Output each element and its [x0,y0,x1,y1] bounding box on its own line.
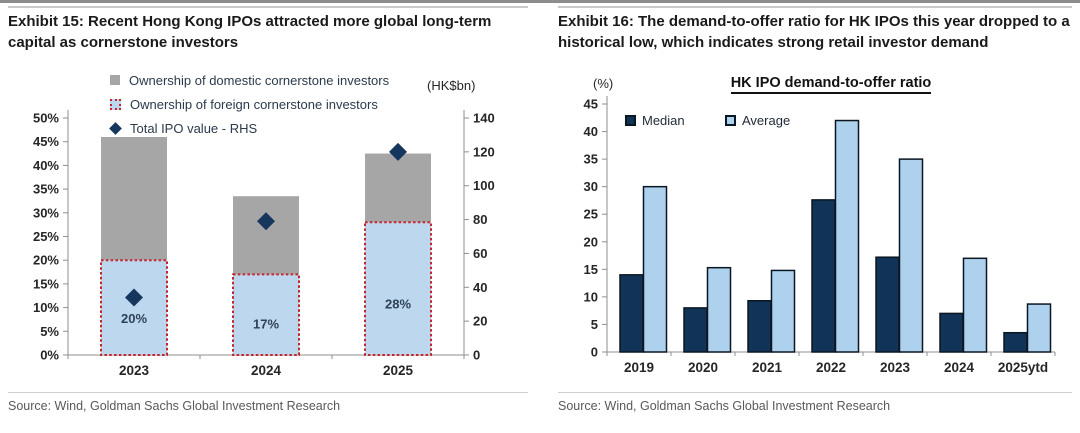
average-bar-2019 [642,185,668,353]
left-tick-label: 35% [33,182,59,197]
median-bar-2019 [619,274,644,353]
foreign-pct-label-2024: 17% [253,316,279,331]
median-bar-2023 [875,256,900,353]
right-tick-label: 120 [473,144,495,159]
source-text: Source: Wind, Goldman Sachs Global Inves… [8,399,341,413]
y-tick-label: 0 [591,345,598,360]
right-tick-label: 20 [473,314,487,329]
panel-rule [558,6,1072,8]
exhibit-15-panel: Exhibit 15: Recent Hong Kong IPOs attrac… [8,6,528,413]
foreign-pct-label-2023: 20% [121,311,147,326]
diamond-icon [109,121,122,135]
exhibit-16-title: Exhibit 16: The demand-to-offer ratio fo… [558,13,1070,51]
category-label-2020: 2020 [688,360,718,375]
y-tick-label: 35 [584,152,598,167]
chart-title: HK IPO demand-to-offer ratio [607,75,1055,94]
demand-to-offer-chart: 45 40 35 30 25 20 15 10 5 0 2019 2020 2021 2022 2023 20… [584,96,1056,375]
left-tick-label: 30% [33,205,59,220]
page-top-rule [0,0,1080,3]
category-label-2025ytd: 2025ytd [998,360,1048,375]
median-bar-2020 [683,307,708,353]
legend-item-foreign: Ownership of foreign cornerstone investo… [110,92,389,116]
average-bar-2024 [962,257,988,353]
left-tick-label: 50% [33,111,59,126]
y-tick-label: 10 [584,289,598,304]
foreign-bar-2023 [100,259,168,356]
median-bar-2025ytd [1003,331,1028,353]
category-label-2024: 2024 [251,363,282,378]
foreign-bar-2024 [232,273,300,356]
category-label-2023: 2023 [119,363,150,378]
y-tick-label: 20 [584,234,598,249]
legend-label: Average [742,113,791,128]
domestic-bar-2023 [101,136,167,261]
left-tick-label: 25% [33,229,59,244]
left-tick-label: 40% [33,158,59,173]
category-label-2024: 2024 [944,360,975,375]
category-label-2025: 2025 [383,363,414,378]
exhibit-15-title: Exhibit 15: Recent Hong Kong IPOs attrac… [8,13,492,51]
panel-rule [8,6,528,8]
average-bar-2022 [834,119,860,353]
cornerstone-chart-legend: Ownership of domestic cornerstone invest… [109,68,389,140]
y-tick-label: 30 [584,179,598,194]
left-tick-label: 10% [33,300,59,315]
left-tick-label: 0% [40,348,59,363]
average-bar-2023 [898,158,924,353]
median-bar-2024 [939,312,964,353]
left-tick-label: 15% [33,276,59,291]
legend-item-total-ipo: Total IPO value - RHS [109,116,389,140]
ipo-value-diamond-2024 [257,212,275,231]
exhibit-16-panel: Exhibit 16: The demand-to-offer ratio fo… [540,0,1080,433]
median-bar-2022 [811,199,836,353]
left-tick-label: 45% [33,134,59,149]
legend-label: Total IPO value - RHS [130,120,258,136]
right-tick-label: 140 [473,111,495,126]
ipo-value-diamond-2025 [389,142,407,161]
y-tick-label: 15 [584,262,598,277]
category-label-2022: 2022 [816,360,846,375]
foreign-bar-2025 [364,221,432,356]
right-tick-label: 80 [473,212,487,227]
source-text: Source: Wind, Goldman Sachs Global Inves… [558,399,891,413]
right-tick-label: 0 [473,348,480,363]
average-bar-2020 [706,266,732,353]
legend-label: Median [642,113,685,128]
cornerstone-ownership-chart: 50% 45% 40% 35% 30% 25% 20% 15% 10% 5% 0% 140 120 100… [33,110,495,378]
lightblue-square-icon [725,115,736,126]
legend-item-domestic: Ownership of domestic cornerstone invest… [110,68,389,92]
domestic-bar-2024 [233,196,299,275]
right-axis-unit-label: (HK$bn) [427,78,476,93]
source-rule [558,392,1072,393]
right-tick-label: 60 [473,246,487,261]
average-bar-2025ytd [1026,303,1052,353]
category-label-2023: 2023 [880,360,911,375]
legend-item-median: Median [625,113,685,128]
legend-label: Ownership of domestic cornerstone invest… [129,72,390,88]
y-tick-label: 45 [584,97,598,112]
left-tick-label: 5% [40,324,59,339]
legend-label: Ownership of foreign cornerstone investo… [130,96,378,112]
category-label-2021: 2021 [752,360,783,375]
y-tick-label: 40 [584,124,598,139]
category-label-2019: 2019 [624,360,654,375]
y-tick-label: 25 [584,207,598,222]
ipo-value-diamond-2023 [125,288,143,307]
right-tick-label: 40 [473,280,487,295]
y-tick-label: 5 [591,317,598,332]
left-tick-label: 20% [33,253,59,268]
gray-square-icon [110,75,120,85]
foreign-pct-label-2025: 28% [385,297,411,312]
chart-title-text: HK IPO demand-to-offer ratio [730,75,932,94]
median-bar-2021 [747,299,772,353]
legend-item-average: Average [725,113,790,128]
average-bar-2021 [770,269,796,353]
domestic-bar-2025 [365,153,431,223]
navy-square-icon [625,115,636,126]
dotted-square-icon [110,98,121,110]
source-rule [8,392,528,393]
right-tick-label: 100 [473,178,495,193]
y-axis-unit-label: (%) [593,76,614,91]
